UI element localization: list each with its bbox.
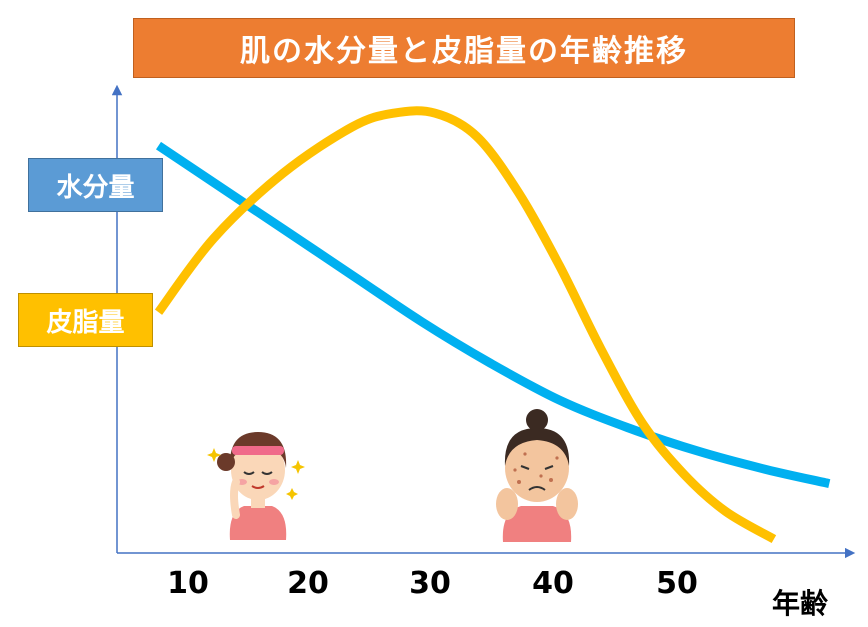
x-axis-label: 年齢	[771, 587, 828, 620]
legend-oil: 皮脂量	[18, 293, 153, 347]
x-tick-label: 30	[409, 566, 451, 601]
x-tick-label: 50	[656, 566, 698, 601]
happy-woman-icon	[207, 432, 305, 540]
series-line-0	[156, 141, 831, 488]
legend-water: 水分量	[28, 158, 163, 212]
chart-title: 肌の水分量と皮脂量の年齢推移	[133, 18, 795, 78]
series-line-1	[154, 106, 777, 544]
x-tick-label: 40	[532, 566, 574, 601]
worried-woman-icon	[496, 409, 578, 542]
x-tick-label: 20	[287, 566, 329, 601]
x-tick-label: 10	[167, 566, 209, 601]
